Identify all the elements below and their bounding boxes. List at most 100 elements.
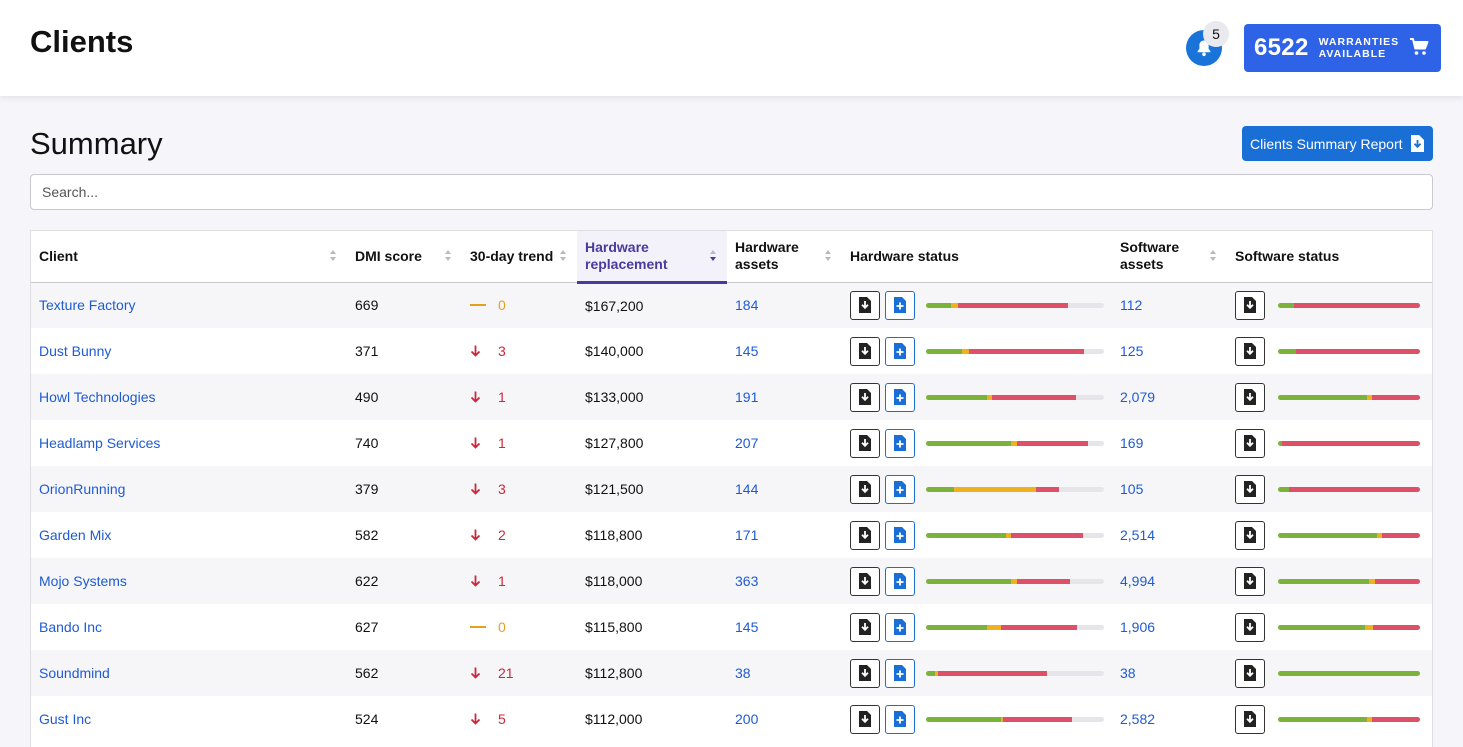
hardware-download-button[interactable] <box>850 336 880 366</box>
dmi-score-cell: 371 <box>355 343 379 359</box>
client-link[interactable]: Garden Mix <box>39 527 112 543</box>
hardware-download-button[interactable] <box>850 520 880 550</box>
software-assets-link[interactable]: 38 <box>1120 665 1136 681</box>
status-segment-warning <box>950 302 959 308</box>
status-segment-warning <box>1368 578 1375 584</box>
trend-cell: 2 <box>462 512 577 558</box>
software-assets-link[interactable]: 125 <box>1120 343 1144 359</box>
hardware-download-button[interactable] <box>850 290 880 320</box>
software-assets-cell: 2,514 <box>1112 512 1227 558</box>
hardware-download-button[interactable] <box>850 474 880 504</box>
sort-descending-icon[interactable] <box>710 250 717 262</box>
software-assets-link[interactable]: 169 <box>1120 435 1144 451</box>
hardware-download-button[interactable] <box>850 428 880 458</box>
software-status-bar <box>1278 532 1420 538</box>
hardware-assets-link[interactable]: 144 <box>735 481 759 497</box>
hardware-assets-link[interactable]: 171 <box>735 527 759 543</box>
dmi-score-cell: 562 <box>347 650 462 696</box>
cart-icon <box>1410 38 1429 55</box>
hardware-add-button[interactable] <box>885 566 915 596</box>
software-download-button[interactable] <box>1235 336 1265 366</box>
hardware-download-button[interactable] <box>850 704 880 734</box>
hardware-assets-link[interactable]: 363 <box>735 573 759 589</box>
software-download-button[interactable] <box>1235 428 1265 458</box>
trend-down-icon <box>470 345 481 357</box>
sort-icon[interactable] <box>445 250 452 262</box>
client-link[interactable]: Gust Inc <box>39 711 92 727</box>
software-assets-link[interactable]: 2,079 <box>1120 389 1156 405</box>
client-link[interactable]: Headlamp Services <box>39 435 161 451</box>
column-header-hardware-replacement[interactable]: Hardware replacement <box>577 231 727 284</box>
software-status-cell <box>1227 650 1432 696</box>
column-header-dmi-score[interactable]: DMI score <box>347 231 462 283</box>
hardware-add-button[interactable] <box>885 428 915 458</box>
hardware-assets-link[interactable]: 191 <box>735 389 759 405</box>
clients-summary-report-button[interactable]: Clients Summary Report <box>1242 126 1433 161</box>
client-link[interactable]: Bando Inc <box>39 619 103 635</box>
software-download-button[interactable] <box>1235 290 1265 320</box>
hardware-assets-link[interactable]: 207 <box>735 435 759 451</box>
hardware-assets-link[interactable]: 145 <box>735 619 759 635</box>
trend-cell: 1 <box>462 374 577 420</box>
client-link[interactable]: Dust Bunny <box>39 343 112 359</box>
client-link[interactable]: Texture Factory <box>39 297 136 314</box>
sort-icon[interactable] <box>1210 250 1217 262</box>
trend-flat-icon <box>470 304 486 307</box>
table-row: Bando Inc 627 0 $115,800 145 1,906 <box>31 604 1432 650</box>
table-row: Garden Mix 582 2 $118,800 171 2,514 <box>31 512 1432 558</box>
column-header-client[interactable]: Client <box>31 231 347 283</box>
hardware-add-button[interactable] <box>885 382 915 412</box>
hardware-add-button[interactable] <box>885 704 915 734</box>
software-assets-link[interactable]: 112 <box>1120 297 1143 314</box>
hardware-status-bar <box>926 670 1104 676</box>
software-download-button[interactable] <box>1235 612 1265 642</box>
hardware-add-button[interactable] <box>885 612 915 642</box>
add-file-icon <box>894 481 906 497</box>
column-header-30-day-trend[interactable]: 30-day trend <box>462 231 577 283</box>
hardware-status-bar <box>926 394 1104 400</box>
hardware-download-button[interactable] <box>850 612 880 642</box>
hardware-assets-link[interactable]: 200 <box>735 711 759 727</box>
client-link[interactable]: Mojo Systems <box>39 573 127 589</box>
status-segment-critical <box>1381 532 1420 538</box>
hardware-add-button[interactable] <box>885 290 915 320</box>
software-download-button[interactable] <box>1235 474 1265 504</box>
software-assets-link[interactable]: 2,514 <box>1120 527 1156 543</box>
client-link[interactable]: Howl Technologies <box>39 389 156 405</box>
hardware-assets-link[interactable]: 38 <box>735 665 751 681</box>
software-download-button[interactable] <box>1235 566 1265 596</box>
hardware-replacement-cell: $133,000 <box>577 374 727 420</box>
software-download-button[interactable] <box>1235 704 1265 734</box>
column-header-software-assets[interactable]: Software assets <box>1112 231 1227 283</box>
software-assets-link[interactable]: 2,582 <box>1120 711 1156 727</box>
sort-icon[interactable] <box>560 250 567 262</box>
download-icon <box>1244 573 1256 589</box>
dmi-score-cell: 740 <box>355 435 379 451</box>
search-input[interactable] <box>30 174 1433 210</box>
hardware-add-button[interactable] <box>885 658 915 688</box>
warranties-available-button[interactable]: 6522 WARRANTIES AVAILABLE <box>1244 24 1441 72</box>
hardware-download-button[interactable] <box>850 658 880 688</box>
status-segment-ok <box>926 486 955 492</box>
sort-icon[interactable] <box>825 250 832 262</box>
notification-count-badge: 5 <box>1203 21 1229 47</box>
sort-icon[interactable] <box>330 250 337 262</box>
hardware-assets-link[interactable]: 184 <box>735 297 759 314</box>
client-link[interactable]: Soundmind <box>39 665 110 681</box>
hardware-add-button[interactable] <box>885 520 915 550</box>
status-segment-ok <box>926 578 1012 584</box>
client-link[interactable]: OrionRunning <box>39 481 126 497</box>
software-assets-link[interactable]: 4,994 <box>1120 573 1156 589</box>
software-download-button[interactable] <box>1235 520 1265 550</box>
software-assets-link[interactable]: 105 <box>1120 481 1144 497</box>
hardware-add-button[interactable] <box>885 474 915 504</box>
hardware-download-button[interactable] <box>850 566 880 596</box>
hardware-download-button[interactable] <box>850 382 880 412</box>
software-download-button[interactable] <box>1235 382 1265 412</box>
software-download-button[interactable] <box>1235 658 1265 688</box>
hardware-add-button[interactable] <box>885 336 915 366</box>
column-header-hardware-assets[interactable]: Hardware assets <box>727 231 842 283</box>
status-segment-ok <box>926 302 951 308</box>
hardware-assets-link[interactable]: 145 <box>735 343 759 359</box>
software-assets-link[interactable]: 1,906 <box>1120 619 1156 635</box>
